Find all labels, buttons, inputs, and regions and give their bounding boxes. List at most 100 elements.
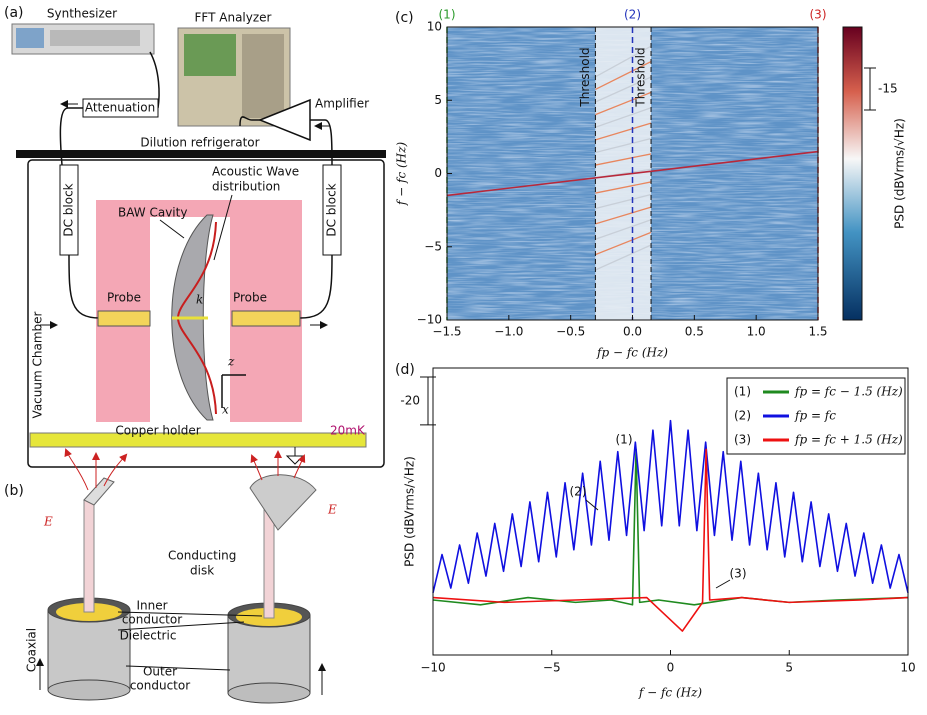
legend-label: fp = fc <box>794 409 836 423</box>
label: k <box>196 293 203 307</box>
knobs <box>50 30 140 46</box>
label: Acoustic Wave <box>212 165 299 179</box>
sideband <box>595 91 652 116</box>
cable <box>310 119 333 166</box>
label: E <box>43 515 53 529</box>
colorbar-scale-label: -15 <box>878 82 898 96</box>
vacuum-chamber <box>27 159 385 468</box>
x-tick-label: 5 <box>785 661 793 675</box>
annotation: (2) <box>570 485 587 499</box>
legend-box <box>726 377 906 455</box>
outer-conductor <box>227 682 311 704</box>
sideband <box>595 231 652 256</box>
marker-label: (3) <box>810 8 827 22</box>
label: Inner <box>136 599 167 613</box>
outer-conductor <box>227 614 311 694</box>
probe <box>231 310 301 327</box>
field-line <box>250 454 263 481</box>
probe <box>97 310 151 327</box>
label: disk <box>190 564 214 578</box>
conducting-disk <box>249 474 317 531</box>
legend-id: (2) <box>734 409 751 423</box>
screen <box>16 28 44 48</box>
x-tick-label: −1.0 <box>494 325 523 339</box>
leader <box>159 219 185 239</box>
sideband <box>595 137 652 154</box>
label: Probe <box>107 291 141 305</box>
colorbar-label: PSD (dBVrms/√Hz) <box>893 118 907 229</box>
diagram-a: Synthesizer FFT Analyzer Attenuation Amp… <box>11 7 386 468</box>
marker-label: (2) <box>624 8 641 22</box>
x-tick-label: 1.5 <box>808 325 827 339</box>
x-tick-label: −1.5 <box>432 325 461 339</box>
label: DC block <box>62 183 76 236</box>
label: conductor <box>130 679 190 693</box>
label: DC block <box>325 183 339 236</box>
annotation-leader <box>585 499 731 589</box>
colorbar-scale <box>864 67 876 111</box>
keypad <box>242 34 284 118</box>
y-tick-label: 10 <box>427 20 442 34</box>
field-line <box>64 448 89 491</box>
scale-bar-label: -20 <box>400 393 420 407</box>
colorbar <box>842 26 863 321</box>
panel-label: (c) <box>395 10 414 26</box>
cable <box>239 116 260 127</box>
panel-label: (b) <box>4 483 24 499</box>
axes <box>221 374 246 408</box>
outer-conductor <box>47 679 131 701</box>
x-axis-label: fp − fc (Hz) <box>596 346 668 360</box>
sideband <box>595 45 652 78</box>
legend-id: (1) <box>734 385 751 399</box>
label: Dielectric <box>120 629 177 643</box>
sideband <box>595 206 652 225</box>
y-tick-label: 0 <box>434 166 442 180</box>
label: Coaxial <box>25 628 39 672</box>
x-tick-label: 0.5 <box>685 325 704 339</box>
monopole <box>83 477 115 506</box>
x-tick-label: 0.0 <box>623 325 642 339</box>
y-axis-label: f − fc (Hz) <box>395 142 409 207</box>
label: Synthesizer <box>47 7 117 21</box>
x-tick-label: −0.5 <box>556 325 585 339</box>
field-line <box>293 454 306 479</box>
sideband <box>595 76 652 103</box>
label: BAW Cavity <box>118 206 187 220</box>
sideband <box>595 193 652 210</box>
x-tick-label: 0 <box>667 661 675 675</box>
threshold-label: Threshold <box>634 47 648 107</box>
sideband <box>595 61 652 90</box>
x-axis-label: f − fc (Hz) <box>638 686 703 700</box>
y-tick-label: −5 <box>424 239 442 253</box>
legend-id: (3) <box>734 433 751 447</box>
label: conductor <box>122 613 182 627</box>
ground <box>285 447 305 465</box>
y-axis-label: PSD (dBVrms/√Hz) <box>403 456 417 567</box>
legend-label: fp = fc + 1.5 (Hz) <box>794 433 903 447</box>
sideband <box>595 181 652 194</box>
diagram-b: E E Conducting disk Inner conductor Diel… <box>25 448 337 704</box>
label: 20mK <box>330 424 366 438</box>
x-tick-label: 1.0 <box>747 325 766 339</box>
inner-conductor <box>263 509 275 619</box>
label: FFT Analyzer <box>195 11 272 25</box>
label: Amplifier <box>315 97 369 111</box>
y-tick-label: −10 <box>417 313 442 327</box>
sideband <box>595 153 652 166</box>
x-tick-label: −10 <box>420 661 445 675</box>
screen <box>184 34 236 76</box>
label: x <box>222 403 229 417</box>
marker-label: (1) <box>439 8 456 22</box>
series-line <box>432 448 909 606</box>
scale-bar <box>420 376 436 426</box>
panel-label: (d) <box>395 362 415 378</box>
label: E <box>327 503 337 517</box>
label: Vacuum Chamber <box>31 311 45 418</box>
field-line <box>103 453 128 487</box>
label: Copper holder <box>115 424 200 438</box>
cable <box>299 254 333 319</box>
label: Attenuation <box>85 101 155 115</box>
label: z <box>227 355 235 369</box>
charts: Threshold Threshold (1) (2) (3) −1.5 −1.0 −0.5 0… <box>395 8 916 700</box>
